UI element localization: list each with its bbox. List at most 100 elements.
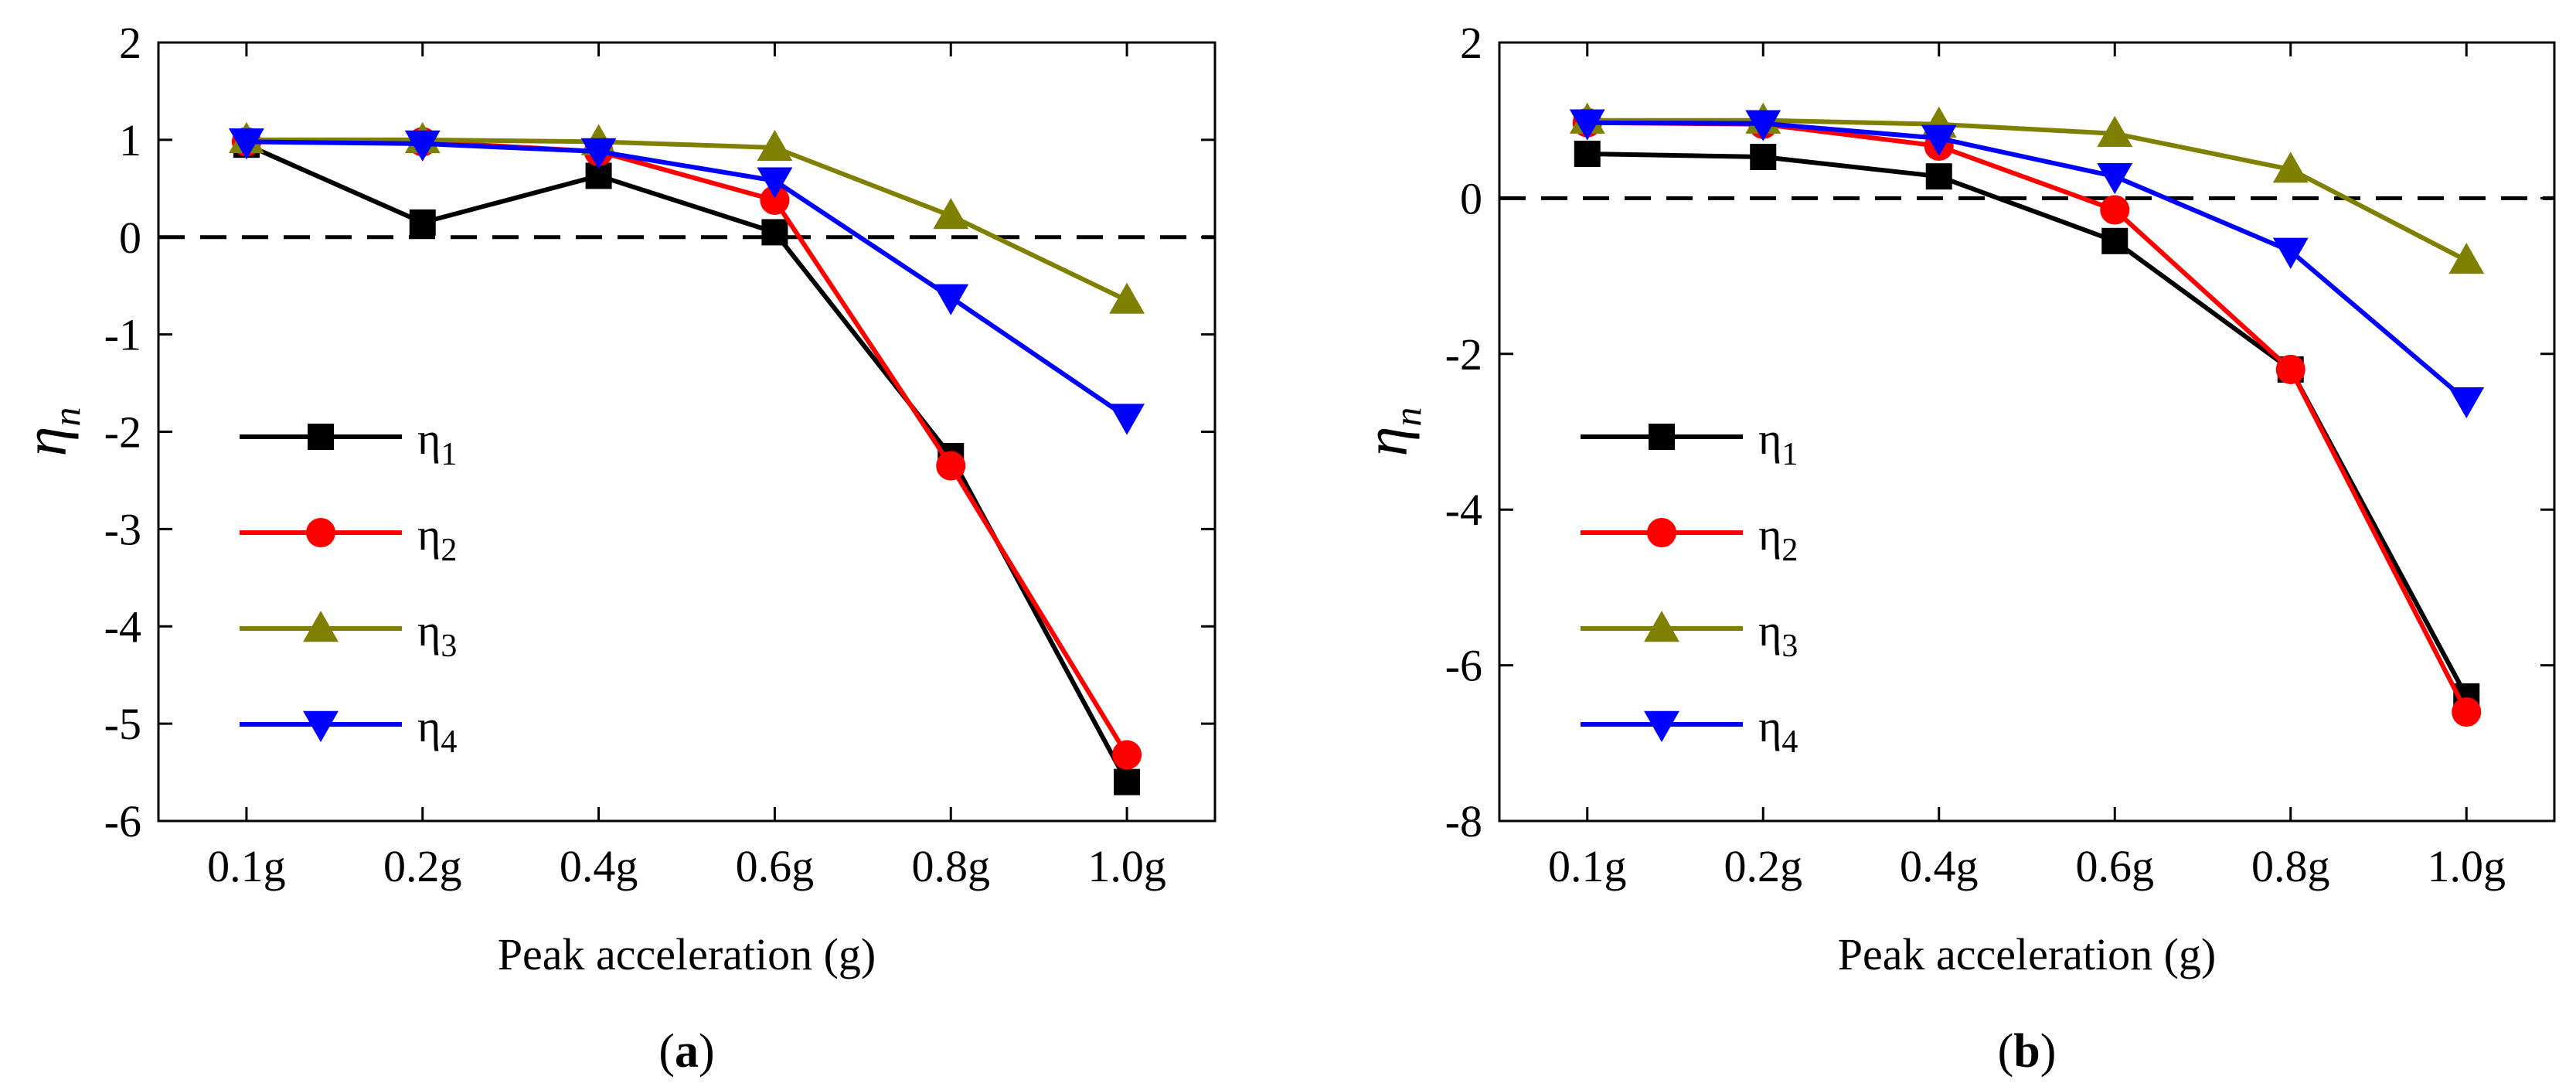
series-eta-3 bbox=[1569, 102, 2485, 274]
y-axis-label: ηn bbox=[12, 407, 88, 457]
legend-label: η3 bbox=[1758, 605, 1798, 664]
panel-label: (b) bbox=[1998, 1025, 2057, 1078]
data-point bbox=[2100, 195, 2130, 225]
x-tick-label: 0.1g bbox=[1548, 841, 1627, 891]
legend-label-subscript: 3 bbox=[1781, 628, 1798, 664]
x-tick-label: 0.2g bbox=[1724, 841, 1803, 891]
legend-label: η4 bbox=[1758, 701, 1798, 760]
data-point bbox=[1925, 163, 1952, 190]
legend-marker bbox=[1644, 611, 1679, 642]
x-axis-label: Peak acceleration (g) bbox=[498, 929, 876, 979]
legend-label-subscript: 2 bbox=[441, 533, 457, 568]
legend-label: η4 bbox=[417, 701, 457, 760]
y-tick-label: -4 bbox=[1445, 485, 1482, 535]
legend-marker bbox=[308, 424, 334, 450]
x-tick-label: 0.4g bbox=[1900, 841, 1979, 891]
data-point bbox=[2101, 227, 2129, 254]
panel-label-open: ( bbox=[658, 1025, 675, 1078]
chart-panel-a: 2 1 0 -1 -2 -3 -4 -5 -6 0.1g 0.2g 0.4g 0.6g 0.8g 1.0g P… bbox=[12, 18, 1217, 1078]
legend-item: η3 bbox=[1581, 605, 1798, 664]
y-axis-label-subscript: n bbox=[45, 407, 88, 427]
legend-label-subscript: 2 bbox=[1781, 533, 1798, 568]
y-tick-label: -2 bbox=[1445, 329, 1482, 380]
data-point bbox=[2097, 162, 2133, 195]
chart-panel-b: 2 0 -2 -4 -6 -8 0.1g 0.2g 0.4g 0.6g 0.8g 1.0g Peak a… bbox=[1353, 18, 2556, 1078]
data-point bbox=[2272, 152, 2309, 183]
legend-marker bbox=[303, 710, 339, 742]
series-eta-2 bbox=[1572, 107, 2482, 727]
series-eta-2 bbox=[231, 127, 1142, 770]
data-point bbox=[1112, 740, 1142, 770]
legend-item: η4 bbox=[1581, 701, 1798, 760]
y-axis-label: ηn bbox=[1353, 407, 1429, 457]
data-point bbox=[1114, 768, 1141, 795]
series-eta-1 bbox=[1574, 141, 2480, 710]
series-line bbox=[1587, 120, 2469, 403]
legend-label-symbol: η bbox=[1758, 701, 1781, 751]
y-tick-label: 0 bbox=[119, 213, 141, 263]
y-axis-label-subscript: n bbox=[1386, 407, 1429, 427]
data-point bbox=[1574, 141, 1601, 168]
data-point bbox=[2448, 243, 2485, 274]
y-tick-label: -1 bbox=[104, 310, 141, 360]
legend-label: η3 bbox=[417, 605, 457, 664]
legend-marker bbox=[1649, 424, 1675, 450]
data-point bbox=[1109, 404, 1145, 435]
y-tick-label: -3 bbox=[104, 504, 141, 554]
panel-label-letter: a bbox=[675, 1025, 699, 1078]
panel-label-close: ) bbox=[2040, 1025, 2057, 1078]
x-tick-label: 0.1g bbox=[207, 841, 286, 891]
data-point bbox=[757, 129, 793, 162]
series-line bbox=[1587, 152, 2469, 698]
legend-label-subscript: 4 bbox=[1781, 724, 1798, 760]
data-point bbox=[2448, 387, 2485, 419]
series-line bbox=[1587, 118, 2468, 263]
data-point bbox=[2452, 697, 2482, 727]
legend-label-symbol: η bbox=[417, 605, 441, 656]
legend-marker bbox=[305, 517, 336, 548]
y-tick-label: -6 bbox=[1445, 641, 1482, 691]
legend-item: η3 bbox=[240, 605, 457, 664]
data-point bbox=[757, 167, 793, 199]
panel-label-letter: b bbox=[2013, 1025, 2040, 1078]
data-point bbox=[404, 130, 441, 162]
plot-frame bbox=[1498, 41, 2556, 823]
y-tick-label: 2 bbox=[1460, 18, 1482, 68]
series-eta-4 bbox=[228, 128, 1145, 435]
series-line bbox=[246, 139, 1128, 420]
x-axis-label: Peak acceleration (g) bbox=[1838, 929, 2217, 979]
data-point bbox=[933, 284, 969, 315]
data-point bbox=[761, 219, 788, 246]
legend-label-subscript: 3 bbox=[441, 628, 457, 664]
series-eta-4 bbox=[1569, 109, 2485, 419]
legend-label-symbol: η bbox=[417, 509, 441, 560]
series-eta-1 bbox=[233, 131, 1141, 795]
legend-item: η1 bbox=[240, 414, 457, 472]
y-axis-label-symbol: η bbox=[1353, 427, 1420, 457]
data-point bbox=[1921, 124, 1957, 156]
y-tick-label: 1 bbox=[119, 115, 141, 165]
legend-label: η2 bbox=[417, 509, 457, 568]
legend-item: η2 bbox=[240, 509, 457, 568]
data-point bbox=[228, 128, 264, 160]
data-point bbox=[933, 198, 969, 230]
legend-label-symbol: η bbox=[417, 414, 441, 464]
x-tick-label: 0.8g bbox=[2251, 841, 2330, 891]
legend-label: η1 bbox=[1758, 414, 1798, 472]
data-point bbox=[2275, 354, 2305, 384]
series-line bbox=[246, 139, 1129, 756]
legend-item: η1 bbox=[1581, 414, 1798, 472]
data-point bbox=[1569, 109, 1605, 141]
y-tick-label: -4 bbox=[104, 601, 141, 652]
y-tick-label: 2 bbox=[119, 18, 141, 68]
legend-marker bbox=[303, 611, 339, 642]
data-point bbox=[580, 138, 617, 169]
legend-label-symbol: η bbox=[1758, 509, 1781, 560]
legend-marker bbox=[1646, 517, 1677, 548]
y-tick-label: -5 bbox=[104, 699, 141, 749]
data-point bbox=[409, 209, 436, 236]
legend-label-symbol: η bbox=[1758, 414, 1781, 464]
y-tick-label: -2 bbox=[104, 407, 141, 458]
x-tick-label: 1.0g bbox=[2428, 841, 2506, 891]
